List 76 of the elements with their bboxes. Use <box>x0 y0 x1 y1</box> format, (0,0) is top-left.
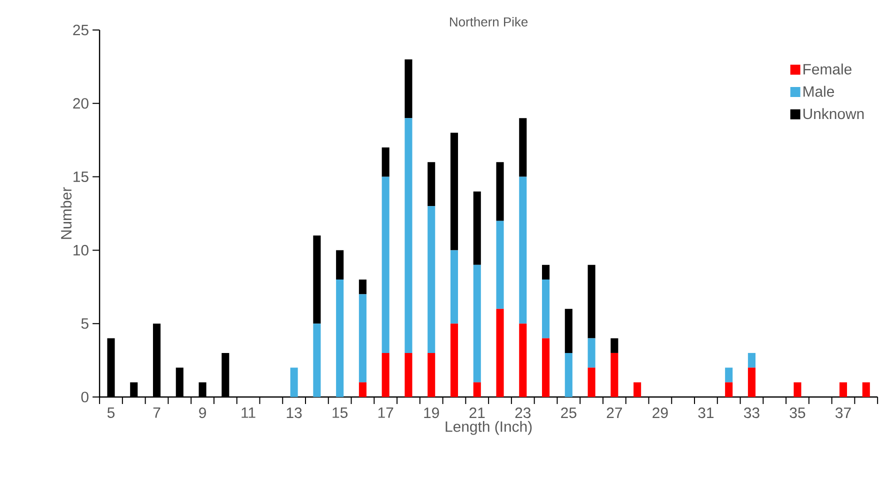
bar <box>610 338 618 353</box>
x-tick-label: 31 <box>698 408 714 418</box>
x-tick-label: 29 <box>652 408 668 418</box>
bar <box>519 324 527 397</box>
bar <box>588 264 596 338</box>
bar <box>358 294 366 382</box>
x-tick-label: 9 <box>199 408 206 418</box>
bar <box>610 352 618 397</box>
bar <box>473 191 481 265</box>
bar <box>542 338 550 397</box>
bar <box>496 308 504 397</box>
x-tick-label: 19 <box>424 408 439 418</box>
y-tick-label: 10 <box>74 244 88 256</box>
y-tick-label: 15 <box>74 172 88 182</box>
bar <box>450 324 458 397</box>
bar <box>748 368 756 397</box>
bar <box>519 118 527 177</box>
x-tick-label: 17 <box>378 408 394 418</box>
x-axis-title: Length (Inch) <box>446 420 532 435</box>
bar <box>862 382 870 397</box>
y-tick-label: 0 <box>81 392 88 402</box>
bar <box>588 368 596 397</box>
bar <box>542 280 550 338</box>
bar <box>404 352 412 397</box>
bar <box>748 352 756 368</box>
bar <box>725 368 733 382</box>
x-tick-label: 15 <box>332 408 348 418</box>
legend-label: Unknown <box>803 108 864 120</box>
x-tick-label: 21 <box>470 408 485 418</box>
bar <box>519 176 527 324</box>
bar <box>358 382 366 397</box>
bar <box>794 382 802 397</box>
legend-label: Male <box>804 86 834 97</box>
x-tick-label: 7 <box>153 408 160 418</box>
y-tick-label: 20 <box>73 98 88 109</box>
bar <box>564 308 572 353</box>
bar <box>428 206 436 353</box>
bar <box>839 382 848 397</box>
x-tick-label: 13 <box>286 408 302 418</box>
bar <box>496 220 504 309</box>
bar <box>634 382 642 397</box>
bar <box>382 352 390 397</box>
x-tick-label: 37 <box>835 408 851 418</box>
bar <box>382 147 390 177</box>
x-tick-label: 35 <box>790 408 806 418</box>
bar <box>450 132 458 250</box>
bar <box>473 382 481 397</box>
y-tick-label: 25 <box>73 24 88 36</box>
bar <box>588 338 596 368</box>
legend-label: Female <box>804 64 852 75</box>
bar <box>313 324 321 397</box>
bar <box>428 352 436 397</box>
bar <box>404 118 412 353</box>
bar <box>336 250 344 280</box>
x-tick-label: 25 <box>561 408 576 418</box>
x-tick-label: 23 <box>515 408 531 418</box>
bar <box>428 162 436 206</box>
bar <box>313 236 321 324</box>
bar <box>564 352 572 397</box>
y-tick-label: 5 <box>81 318 88 329</box>
bar <box>473 264 481 382</box>
x-tick-label: 5 <box>107 408 115 418</box>
chart-title: Northern Pike <box>450 16 528 26</box>
y-axis-title: Number <box>60 187 72 239</box>
bar <box>336 280 344 397</box>
bar <box>404 59 412 118</box>
x-tick-label: 11 <box>242 408 256 418</box>
bar <box>358 280 366 294</box>
x-tick-label: 33 <box>744 408 760 418</box>
bar <box>450 250 458 324</box>
bar <box>382 176 390 353</box>
bar <box>290 368 298 397</box>
bar <box>725 382 733 397</box>
x-tick-label: 27 <box>606 408 622 418</box>
bar <box>542 264 550 280</box>
bar <box>496 162 504 221</box>
